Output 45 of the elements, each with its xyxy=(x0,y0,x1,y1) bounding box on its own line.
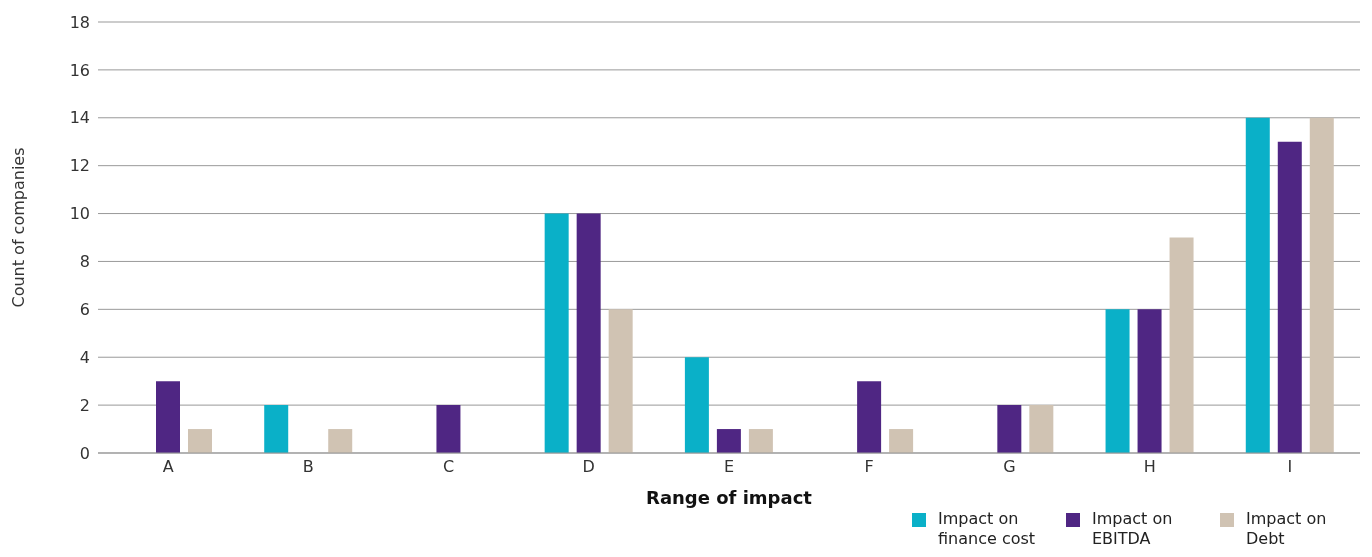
y-tick-label: 14 xyxy=(69,108,90,128)
y-tick-label: 12 xyxy=(69,156,90,176)
x-tick-label: D xyxy=(582,457,595,477)
y-tick-label: 0 xyxy=(79,443,90,463)
bar xyxy=(889,429,914,453)
bar xyxy=(576,213,601,453)
bar xyxy=(1169,237,1194,453)
x-tick-label: H xyxy=(1143,457,1156,477)
bar xyxy=(156,381,180,453)
bar xyxy=(684,357,709,453)
bar xyxy=(188,429,212,453)
bar xyxy=(1105,309,1130,453)
y-tick-label: 6 xyxy=(79,300,90,320)
bar xyxy=(328,429,353,453)
legend-label: Impact on Debt xyxy=(1246,509,1328,549)
y-axis-title: Count of companies xyxy=(8,147,28,308)
bar xyxy=(264,405,289,453)
x-tick-label: B xyxy=(302,457,314,477)
x-tick-label: A xyxy=(162,457,174,477)
y-tick-label: 16 xyxy=(69,60,90,80)
legend-label: Impact on finance cost xyxy=(938,509,1037,549)
bar xyxy=(1245,117,1270,453)
y-tick-label: 8 xyxy=(79,252,90,272)
x-tick-label: C xyxy=(442,457,455,477)
x-axis-title: Range of impact xyxy=(646,486,813,508)
bar xyxy=(716,429,741,453)
bar xyxy=(997,405,1022,453)
y-tick-label: 4 xyxy=(79,347,90,367)
bar xyxy=(748,429,773,453)
x-tick-label: I xyxy=(1287,457,1293,477)
bar xyxy=(544,213,569,453)
bar xyxy=(608,309,633,453)
bar xyxy=(857,381,882,453)
bar xyxy=(436,405,461,453)
bar xyxy=(1277,141,1302,453)
y-tick-label: 18 xyxy=(69,12,90,32)
bar xyxy=(1029,405,1054,453)
x-tick-label: F xyxy=(864,457,874,477)
bar xyxy=(1309,117,1334,453)
legend-label: Impact on EBITDA xyxy=(1092,509,1174,549)
bar xyxy=(1137,309,1162,453)
x-tick-label: E xyxy=(723,457,735,477)
y-tick-label: 2 xyxy=(79,395,90,415)
y-tick-label: 10 xyxy=(69,204,90,224)
x-tick-label: G xyxy=(1003,457,1016,477)
